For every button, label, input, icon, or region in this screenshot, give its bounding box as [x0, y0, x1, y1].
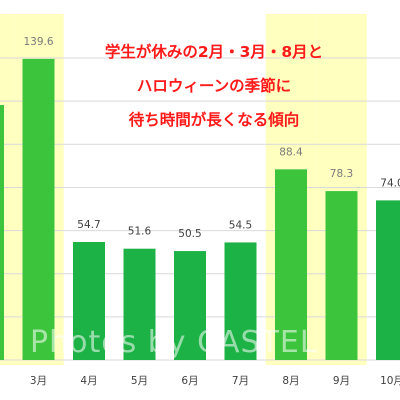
category-label-8: 9月	[333, 375, 350, 387]
bar-2	[22, 58, 55, 360]
annotation-line-3: 待ち時間が長くなる傾向	[128, 111, 300, 129]
value-label-4: 51.6	[128, 226, 152, 238]
watermark-text: Photos by CASTEL	[30, 325, 318, 360]
bar-7	[275, 169, 307, 360]
bar-3	[73, 242, 105, 360]
bar-5	[174, 251, 206, 360]
bar-9	[376, 200, 400, 360]
category-label-5: 6月	[181, 375, 198, 387]
value-label-9: 74.0	[380, 177, 400, 189]
annotation-line-2: ハロウィーンの季節に	[136, 77, 292, 95]
value-label-2: 139.6	[23, 36, 53, 48]
category-label-9: 10月	[380, 375, 400, 387]
category-label-7: 8月	[282, 375, 299, 387]
category-label-2: 3月	[30, 375, 47, 387]
value-label-6: 54.5	[229, 219, 252, 231]
value-label-8: 78.3	[330, 168, 353, 180]
value-label-3: 54.7	[77, 219, 100, 231]
category-label-3: 4月	[80, 375, 97, 387]
bar-8	[325, 191, 358, 360]
category-label-6: 7月	[232, 375, 249, 387]
bar-1	[0, 105, 4, 360]
category-label-4: 5月	[131, 375, 148, 387]
value-label-7: 88.4	[279, 146, 303, 158]
annotation-line-1: 学生が休みの2月・3月・8月と	[104, 43, 324, 61]
bar-6	[224, 242, 257, 360]
value-label-5: 50.5	[178, 228, 201, 240]
bar-4	[123, 248, 156, 360]
